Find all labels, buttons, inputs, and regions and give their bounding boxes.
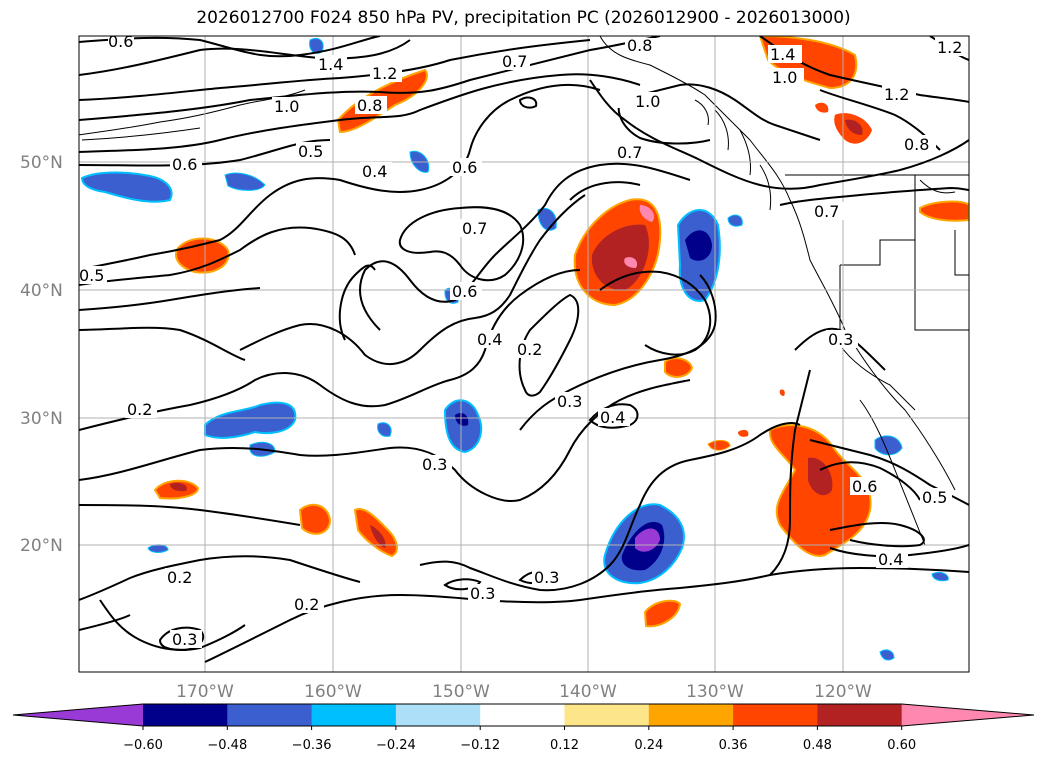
contour-label: 0.7 — [617, 143, 642, 162]
contour-label: 1.0 — [635, 92, 660, 111]
contour-label: 0.6 — [852, 477, 877, 496]
colorbar-segment — [564, 704, 650, 726]
longitude-labels: 170°W 160°W 150°W 140°W 130°W 120°W — [176, 682, 872, 702]
contour-label: 1.0 — [274, 97, 299, 116]
colorbar-segment — [733, 704, 818, 726]
contour-label: 1.0 — [772, 68, 797, 87]
contour-labels: 0.6 0.7 1.4 1.2 1.0 0.8 0.5 0.6 0.4 0.6 … — [79, 32, 967, 649]
contour-label: 1.2 — [884, 85, 909, 104]
contour-label: 0.7 — [462, 219, 487, 238]
colorbar-segment — [311, 704, 397, 726]
contour-label: 0.8 — [904, 135, 929, 154]
precip-positive-areas — [153, 36, 969, 628]
contour-label: 0.6 — [172, 155, 197, 174]
contour-label: 0.2 — [517, 340, 542, 359]
contour-label: 0.3 — [470, 584, 495, 603]
colorbar-tick-label: 0.60 — [887, 738, 916, 753]
contour-label: 1.2 — [372, 64, 397, 83]
contour-label: 0.4 — [878, 550, 903, 569]
lat-label-30n: 30°N — [20, 409, 63, 429]
colorbar-extend-low — [13, 704, 143, 726]
colorbar-tick-label: −0.24 — [376, 738, 416, 753]
colorbar-tick-label: 0.48 — [803, 738, 832, 753]
contour-label: 0.5 — [79, 266, 104, 285]
colorbar-tick-label: 0.12 — [550, 738, 579, 753]
contour-label: 1.4 — [770, 45, 795, 64]
map-title: 2026012700 F024 850 hPa PV, precipitatio… — [196, 8, 851, 28]
contour-label: 0.6 — [452, 158, 477, 177]
colorbar-tick-label: −0.60 — [123, 738, 163, 753]
contour-label: 0.5 — [922, 488, 947, 507]
colorbar-segment — [817, 704, 903, 726]
contour-label: 0.7 — [502, 52, 527, 71]
colorbar-segment — [648, 704, 734, 726]
lon-label-120w: 120°W — [814, 682, 872, 702]
contour-label: 0.2 — [167, 568, 192, 587]
latitude-labels: 50°N 40°N 30°N 20°N — [20, 153, 63, 556]
contour-label: 1.2 — [937, 38, 962, 57]
lon-label-150w: 150°W — [432, 682, 490, 702]
contour-label: 0.3 — [557, 392, 582, 411]
colorbar-tick-label: 0.24 — [634, 738, 663, 753]
lon-label-160w: 160°W — [304, 682, 362, 702]
contour-label: 0.4 — [362, 162, 387, 181]
lat-label-40n: 40°N — [20, 281, 63, 301]
contour-label: 0.6 — [452, 282, 477, 301]
lat-label-50n: 50°N — [20, 153, 63, 173]
contour-label: 0.8 — [627, 36, 652, 55]
contour-label: 0.5 — [298, 142, 323, 161]
lon-label-170w: 170°W — [176, 682, 234, 702]
contour-label: 0.3 — [534, 568, 559, 587]
contour-label: 0.3 — [172, 630, 197, 649]
colorbar-tick-label: −0.36 — [292, 738, 332, 753]
colorbar: −0.60 −0.48 −0.36 −0.24 −0.12 0.12 0.24 0.36 0.4… — [12, 703, 1035, 753]
colorbar-segment — [480, 704, 565, 726]
contour-label: 0.3 — [828, 330, 853, 349]
colorbar-extend-high — [901, 704, 1034, 726]
colorbar-segment — [143, 704, 228, 726]
contour-label: 0.6 — [108, 32, 133, 51]
contour-label: 0.2 — [294, 595, 319, 614]
colorbar-segment — [395, 704, 481, 726]
contour-label: 0.2 — [127, 400, 152, 419]
colorbar-tick-label: −0.12 — [460, 738, 500, 753]
lon-label-130w: 130°W — [686, 682, 744, 702]
contour-label: 1.4 — [318, 55, 343, 74]
colorbar-tick-label: 0.36 — [719, 738, 748, 753]
pv-contours — [79, 36, 969, 663]
contour-label: 0.8 — [357, 96, 382, 115]
lat-label-20n: 20°N — [20, 536, 63, 556]
colorbar-segment — [227, 704, 313, 726]
gridlines — [79, 36, 969, 672]
contour-label: 0.3 — [422, 455, 447, 474]
contour-label: 0.4 — [600, 408, 625, 427]
colorbar-tick-label: −0.48 — [207, 738, 247, 753]
coastlines — [79, 36, 969, 546]
lon-label-140w: 140°W — [559, 682, 617, 702]
map-frame — [78, 35, 970, 673]
contour-label: 0.7 — [814, 202, 839, 221]
contour-label: 0.4 — [477, 330, 502, 349]
